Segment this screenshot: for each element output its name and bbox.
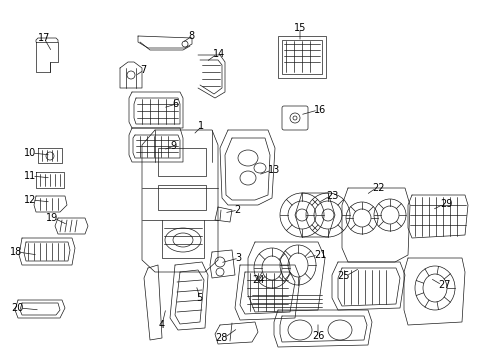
Text: 8: 8 [188,31,194,41]
Text: 16: 16 [314,105,326,115]
Text: 3: 3 [235,253,241,263]
Bar [158,185,206,210]
Text: 10: 10 [24,148,36,158]
Text: 1: 1 [198,121,204,131]
Text: 7: 7 [140,65,146,75]
Text: 9: 9 [170,141,176,151]
Bar [158,148,206,176]
Text: 29: 29 [440,199,452,209]
Text: 19: 19 [46,213,58,223]
Text: 20: 20 [12,303,24,313]
Text: 24: 24 [252,275,264,285]
Text: 17: 17 [38,33,50,43]
Text: 22: 22 [372,183,385,193]
Bar [278,36,326,78]
Text: 25: 25 [338,271,350,281]
Text: 2: 2 [234,205,240,215]
Text: 13: 13 [268,165,280,175]
Text: 15: 15 [294,23,306,33]
Text: 23: 23 [326,191,339,201]
Bar [282,40,322,74]
Text: 18: 18 [10,247,22,257]
Text: 28: 28 [216,333,228,343]
Text: 12: 12 [24,195,36,205]
Text: 4: 4 [159,320,165,330]
Text: 26: 26 [312,331,324,341]
Text: 14: 14 [213,49,225,59]
Text: 27: 27 [438,280,450,290]
Text: 11: 11 [24,171,36,181]
Text: 5: 5 [196,293,202,303]
Text: 6: 6 [172,99,178,109]
Text: 21: 21 [314,250,326,260]
